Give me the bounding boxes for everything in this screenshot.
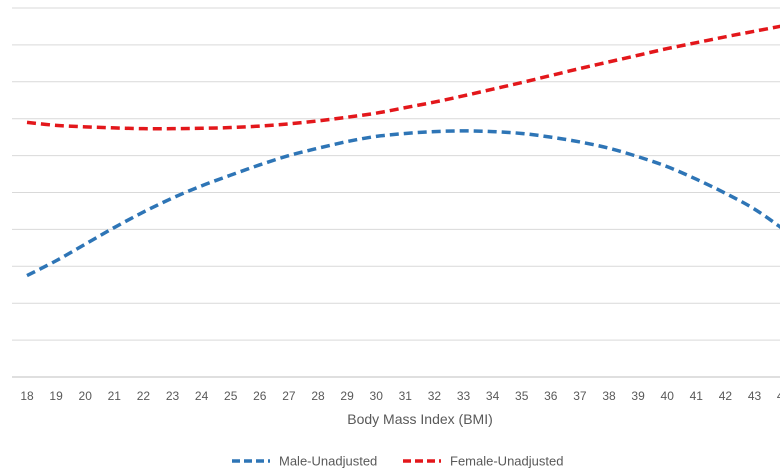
x-tick-label: 24 bbox=[195, 389, 209, 403]
x-tick-label: 25 bbox=[224, 389, 238, 403]
x-tick-label: 39 bbox=[631, 389, 645, 403]
series-line-female-unadjusted bbox=[26, 24, 780, 131]
x-tick-label: 33 bbox=[457, 389, 471, 403]
x-tick-label: 27 bbox=[282, 389, 296, 403]
x-tick-label: 29 bbox=[340, 389, 354, 403]
x-axis-ticks: 18 19 20 21 22 23 24 25 26 27 28 29 30 31 32 33 34 35 36 37… bbox=[20, 389, 780, 403]
x-tick-label: 22 bbox=[137, 389, 151, 403]
x-tick-label: 30 bbox=[370, 389, 384, 403]
x-tick-label: 28 bbox=[311, 389, 325, 403]
x-tick-label: 36 bbox=[544, 389, 558, 403]
x-tick-label: 42 bbox=[719, 389, 733, 403]
x-tick-label: 41 bbox=[690, 389, 704, 403]
x-tick-label: 38 bbox=[602, 389, 616, 403]
x-tick-label: 37 bbox=[573, 389, 587, 403]
legend: Male-Unadjusted Female-Unadjusted bbox=[232, 454, 563, 469]
x-tick-label: 40 bbox=[661, 389, 675, 403]
series-lines bbox=[26, 24, 780, 278]
x-tick-label: 23 bbox=[166, 389, 180, 403]
x-tick-label: 19 bbox=[49, 389, 63, 403]
x-tick-label: 21 bbox=[108, 389, 122, 403]
x-tick-label: 31 bbox=[399, 389, 413, 403]
x-tick-label: 34 bbox=[486, 389, 500, 403]
x-axis-title: Body Mass Index (BMI) bbox=[347, 411, 493, 427]
legend-label: Female-Unadjusted bbox=[450, 454, 563, 469]
x-tick-label: 20 bbox=[79, 389, 93, 403]
x-tick-label: 18 bbox=[20, 389, 34, 403]
legend-label: Male-Unadjusted bbox=[279, 454, 377, 469]
x-tick-label: 35 bbox=[515, 389, 529, 403]
gridlines bbox=[12, 7, 780, 378]
x-tick-label: 32 bbox=[428, 389, 442, 403]
series-line-male-unadjusted bbox=[26, 129, 780, 278]
x-tick-label: 43 bbox=[748, 389, 762, 403]
x-tick-label: 26 bbox=[253, 389, 267, 403]
x-tick-label: 44 bbox=[777, 389, 780, 403]
